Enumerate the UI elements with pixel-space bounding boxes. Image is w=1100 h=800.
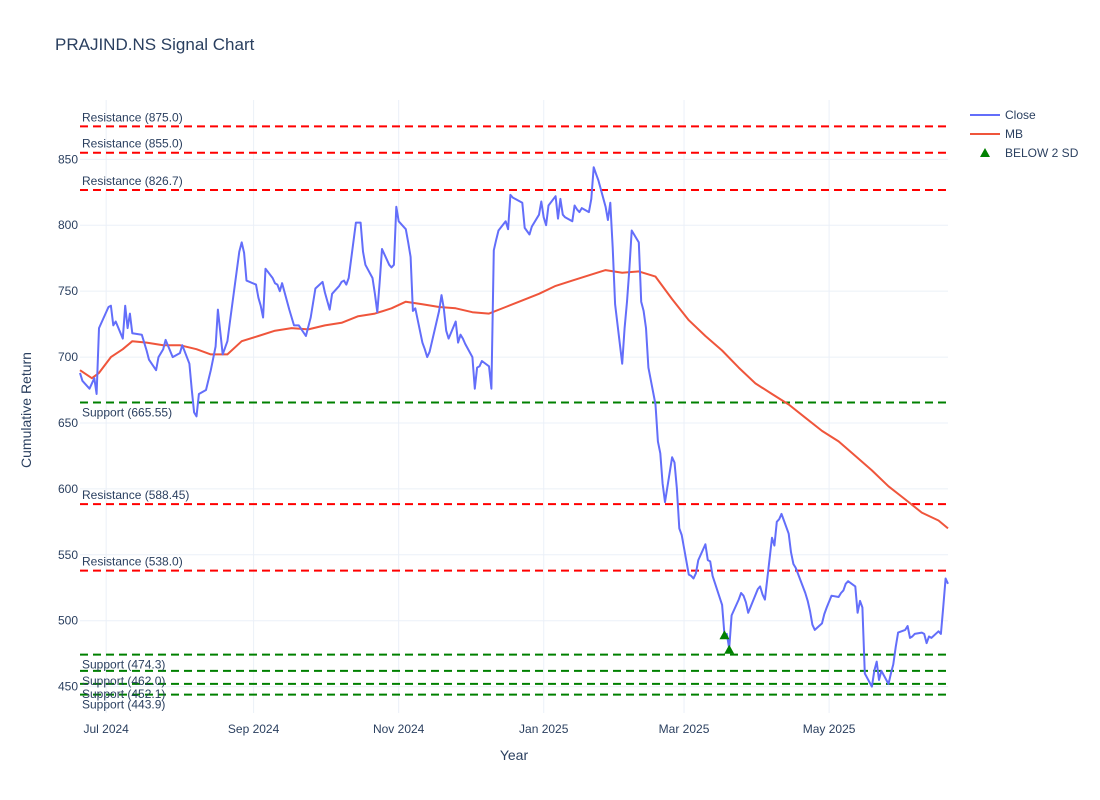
level-lines [80,125,948,696]
legend-label-mb: MB [1005,127,1023,141]
y-tick-label-800: 800 [58,218,78,232]
support-label-474-3: Support (474.3) [82,658,165,672]
y-tick-label-500: 500 [58,614,78,628]
legend[interactable]: Close MB BELOW 2 SD [970,108,1079,160]
y-tick-label-550: 550 [58,548,78,562]
support-label-462: Support (462.0) [82,674,165,688]
grid-layer [80,100,948,713]
support-label-443-9: Support (443.9) [82,698,165,712]
x-axis-title: Year [500,747,529,763]
legend-item-below-2sd[interactable]: BELOW 2 SD [980,146,1079,160]
below-2sd-marker-1 [719,630,730,640]
legend-item-mb[interactable]: MB [970,127,1023,141]
y-tick-label-600: 600 [58,482,78,496]
signal-markers [719,630,735,654]
x-tick-label-jan-2025: Jan 2025 [519,722,569,736]
y-axis-title: Cumulative Return [18,352,34,468]
y-tick-label-650: 650 [58,416,78,430]
level-labels: Resistance (875.0) Resistance (855.0) Resi… [82,110,189,711]
x-tick-label-may-2025: May 2025 [803,722,856,736]
y-tick-label-700: 700 [58,350,78,364]
x-tick-label-sep-2024: Sep 2024 [228,722,280,736]
resistance-label-588-45: Resistance (588.45) [82,488,189,502]
support-label-665-55: Support (665.55) [82,405,172,419]
resistance-label-538: Resistance (538.0) [82,555,183,569]
x-tick-label-jul-2024: Jul 2024 [83,722,129,736]
legend-label-below-2sd: BELOW 2 SD [1005,146,1079,160]
y-tick-label-450: 450 [58,680,78,694]
series-line-close [79,166,949,688]
support-label-452-1: Support (452.1) [82,687,165,701]
resistance-label-826-7: Resistance (826.7) [82,174,183,188]
legend-label-close: Close [1005,108,1036,122]
series-line-mb [79,269,949,530]
x-tick-label-mar-2025: Mar 2025 [659,722,710,736]
resistance-label-875: Resistance (875.0) [82,110,183,124]
series-layer [79,166,949,688]
y-tick-label-750: 750 [58,284,78,298]
below-2sd-marker-2 [724,644,735,654]
legend-swatch-below-2sd [980,148,990,157]
chart-title: PRAJIND.NS Signal Chart [55,35,255,54]
y-tick-label-850: 850 [58,152,78,166]
axis-ticks: 450 500 550 600 650 700 750 800 850 Jul 2024 Sep 2… [58,152,856,736]
legend-item-close[interactable]: Close [970,108,1036,122]
resistance-label-855: Resistance (855.0) [82,137,183,151]
x-tick-label-nov-2024: Nov 2024 [373,722,425,736]
